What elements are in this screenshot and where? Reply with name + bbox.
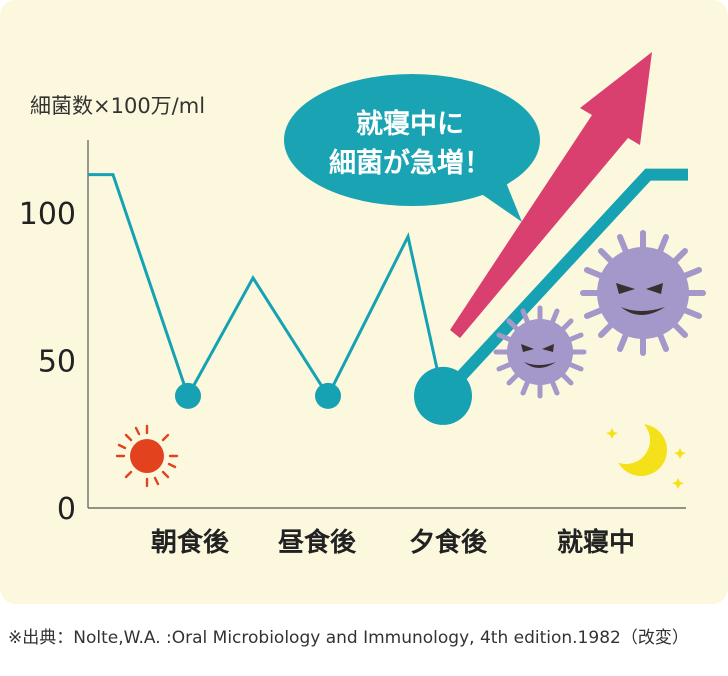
data-point-marker [315,382,341,409]
y-axis-label: 細菌数×100万/ml [30,94,205,118]
bacteria-chart: 細菌数×100万/ml 0 50 100 朝食後 昼食後 夕食後 就寝中 [19,52,706,558]
y-tick-label: 100 [19,197,76,232]
star-icon [672,478,684,489]
sun-icon [115,424,179,488]
germ-icon [493,305,587,399]
x-category-label: 朝食後 [151,527,230,558]
x-category-label: 夕食後 [409,527,488,558]
callout-bubble: 就寝中に 細菌が急増！ [284,74,540,222]
source-note: ※出典：Nolte,W.A. :Oral Microbiology and Im… [8,628,689,648]
data-point-marker [175,382,201,409]
x-category-label: 昼食後 [278,527,357,558]
trend-arrow-icon [450,52,652,338]
star-icon [674,448,686,459]
germ-icon [580,230,706,356]
callout-line-2: 細菌が急増！ [329,147,491,179]
y-tick-label: 0 [57,492,76,527]
callout-line-1: 就寝中に [356,108,464,140]
data-point-marker [414,366,472,425]
y-tick-label: 50 [38,345,76,380]
x-category-label: 就寝中 [557,527,635,558]
star-icon [606,428,618,439]
moon-icon [602,416,667,476]
